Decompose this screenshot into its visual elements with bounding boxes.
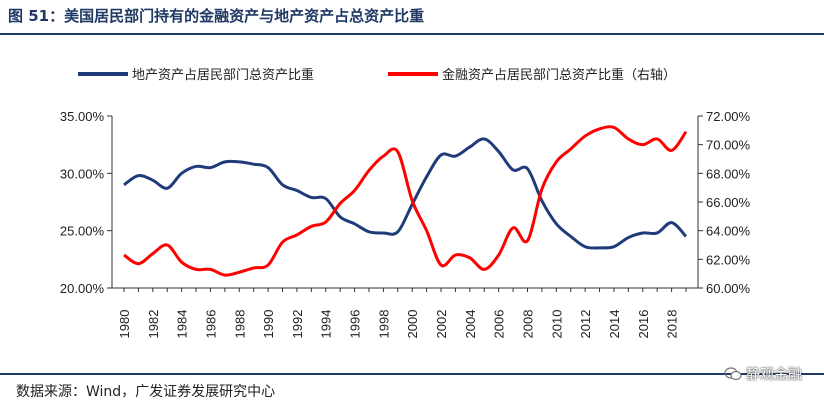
y-left-tick-label: 30.00% xyxy=(60,166,105,181)
x-tick-label: 1990 xyxy=(261,310,276,339)
x-tick-label: 2014 xyxy=(607,310,622,339)
x-tick-label: 2002 xyxy=(434,310,449,339)
axes xyxy=(111,116,699,289)
y-right-tick-label: 62.00% xyxy=(706,252,751,267)
x-tick-label: 1980 xyxy=(117,310,132,339)
series-lines xyxy=(123,125,688,277)
x-tick-label: 2012 xyxy=(578,310,593,339)
watermark-text: 静观金融 xyxy=(746,367,802,383)
y-right-tick-label: 60.00% xyxy=(706,281,751,296)
y-left-tick-label: 35.00% xyxy=(60,109,105,124)
x-tick-label: 2018 xyxy=(665,310,680,339)
y-right-tick-label: 64.00% xyxy=(706,224,751,239)
x-tick-label: 2006 xyxy=(492,310,507,339)
x-tick-label: 1982 xyxy=(146,310,161,339)
x-tick-label: 1986 xyxy=(203,310,218,339)
line-chart: 地产资产占居民部门总资产比重 金融资产占居民部门总资产比重（右轴） 20.00%… xyxy=(60,67,751,338)
x-tick-label: 1988 xyxy=(232,310,247,339)
y-left-tick-label: 25.00% xyxy=(60,224,105,239)
watermark: 静观金融 xyxy=(724,364,802,384)
x-tick-label: 1998 xyxy=(376,310,391,339)
ticks: 20.00% 25.00% 30.00% 35.00% 60.00% 62.00% 64.0… xyxy=(60,109,751,338)
x-tick-label: 2004 xyxy=(463,310,478,339)
legend-label-series1: 地产资产占居民部门总资产比重 xyxy=(132,67,314,83)
title-rule xyxy=(0,33,824,35)
y-right-tick-label: 66.00% xyxy=(706,195,751,210)
legend-label-series2: 金融资产占居民部门总资产比重（右轴） xyxy=(442,67,676,83)
series-line-2 xyxy=(123,125,688,277)
footer-rule xyxy=(0,373,824,375)
x-tick-label: 1992 xyxy=(290,310,305,339)
legend: 地产资产占居民部门总资产比重 金融资产占居民部门总资产比重（右轴） xyxy=(78,67,676,83)
y-right-tick-label: 72.00% xyxy=(706,109,751,124)
y-right-tick-label: 70.00% xyxy=(706,138,751,153)
series-line-1 xyxy=(123,137,688,250)
x-tick-label: 1994 xyxy=(319,310,334,339)
y-right-tick-label: 68.00% xyxy=(706,166,751,181)
source-note: 数据来源：Wind，广发证券发展研究中心 xyxy=(16,384,276,400)
figure-title: 图 51：美国居民部门持有的金融资产与地产资产占总资产比重 xyxy=(8,7,425,25)
y-left-tick-label: 20.00% xyxy=(60,281,105,296)
x-tick-label: 1996 xyxy=(348,310,363,339)
x-tick-label: 1984 xyxy=(175,310,190,339)
x-tick-label: 2016 xyxy=(636,310,651,339)
x-tick-label: 2010 xyxy=(549,310,564,339)
wechat-icon xyxy=(724,367,742,381)
x-tick-label: 2000 xyxy=(405,310,420,339)
x-tick-label: 2008 xyxy=(520,310,535,339)
